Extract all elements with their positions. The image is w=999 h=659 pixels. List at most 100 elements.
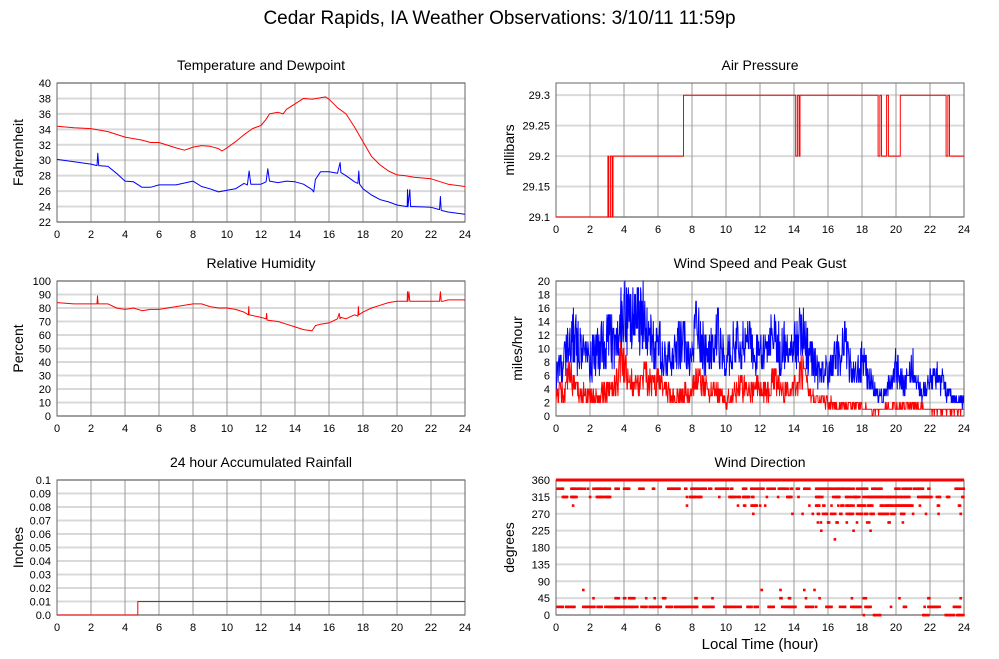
wind-direction-point	[750, 605, 753, 609]
wind-direction-point	[959, 596, 962, 600]
wind-direction-point	[811, 605, 815, 609]
wind-direction-point	[704, 487, 707, 491]
wind-direction-point	[811, 512, 815, 516]
chart-title: Relative Humidity	[207, 255, 316, 271]
x-tick-label: 0	[54, 622, 60, 634]
wind-direction-point	[582, 588, 585, 592]
wind-direction-point	[625, 605, 629, 609]
wind-direction-point	[935, 495, 939, 499]
x-tick-label: 18	[357, 229, 369, 241]
x-tick-label: 16	[323, 622, 335, 634]
wind-direction-point	[840, 605, 844, 609]
wind-direction-point	[762, 487, 765, 491]
wind-direction-point	[946, 613, 950, 617]
wind-direction-point	[794, 605, 797, 609]
wind-direction-point	[735, 495, 738, 499]
wind-direction-point	[837, 504, 840, 507]
y-tick-label: 0.02	[30, 583, 51, 595]
wind-direction-point	[917, 495, 921, 499]
wind-direction-point	[959, 512, 962, 516]
y-tick-label: 16	[538, 303, 550, 315]
wind-direction-point	[736, 605, 739, 609]
wind-direction-point	[818, 596, 821, 600]
wind-direction-point	[730, 487, 734, 491]
wind-direction-point	[783, 605, 787, 609]
wind-direction-point	[699, 495, 703, 499]
wind-direction-point	[712, 605, 715, 609]
wind-direction-point	[803, 588, 806, 592]
x-tick-label: 22	[425, 423, 437, 435]
x-tick-label: 6	[156, 423, 162, 435]
wind-direction-point	[760, 588, 764, 592]
wind-direction-point	[901, 487, 904, 491]
wind-direction-point	[771, 487, 774, 491]
wind-direction-point	[766, 487, 769, 491]
wind-direction-point	[561, 487, 565, 491]
wind-direction-point	[848, 487, 851, 491]
wind-direction-point	[859, 487, 863, 491]
x-tick-label: 20	[890, 622, 902, 634]
series-line-dewpoint	[57, 152, 465, 215]
wind-direction-point	[790, 495, 793, 499]
wind-direction-point	[856, 487, 860, 491]
x-tick-label: 24	[459, 423, 471, 435]
wind-direction-point	[845, 512, 849, 516]
wind-direction-point	[780, 596, 783, 600]
panel-rainfall: 24 hour Accumulated Rainfall0.00.010.020…	[10, 454, 471, 634]
wind-direction-point	[928, 596, 931, 600]
y-tick-label: 0.03	[30, 570, 51, 582]
wind-direction-point	[833, 512, 837, 516]
wind-direction-point	[878, 613, 882, 617]
y-axis-label: degrees	[501, 522, 517, 573]
x-tick-label: 2	[587, 224, 593, 236]
wind-direction-point	[937, 504, 941, 507]
wind-direction-point	[860, 512, 864, 516]
wind-direction-point	[709, 487, 713, 491]
wind-direction-point	[557, 487, 561, 491]
wind-direction-point	[889, 605, 893, 609]
wind-direction-point	[845, 495, 849, 499]
x-tick-label: 6	[156, 622, 162, 634]
panel-relative-humidity: Relative Humidity01020304050607080901000…	[10, 255, 471, 435]
wind-direction-point	[938, 495, 942, 499]
wind-direction-point	[678, 487, 681, 491]
series-line-rainfall	[57, 601, 465, 616]
wind-direction-point	[617, 596, 620, 600]
wind-direction-point	[620, 605, 624, 609]
plot-frame	[555, 82, 965, 218]
wind-direction-point	[928, 487, 931, 491]
x-tick-label: 16	[822, 622, 834, 634]
wind-direction-point	[716, 487, 720, 491]
wind-direction-point	[685, 495, 689, 499]
wind-direction-point	[949, 613, 953, 617]
x-tick-label: 2	[587, 622, 593, 634]
wind-direction-point	[843, 487, 846, 491]
x-tick-label: 12	[255, 229, 267, 241]
wind-direction-point	[831, 487, 835, 491]
wind-direction-point	[905, 487, 908, 491]
wind-direction-point	[820, 529, 823, 533]
wind-direction-point	[779, 588, 782, 592]
x-tick-label: 8	[689, 423, 695, 435]
x-tick-label: 20	[391, 423, 403, 435]
wind-direction-point	[588, 495, 592, 499]
plot-frame	[56, 82, 466, 223]
wind-direction-point	[908, 495, 911, 499]
y-tick-label: 10	[39, 398, 51, 410]
y-tick-label: 29.2	[529, 151, 550, 163]
y-tick-label: 90	[538, 576, 550, 588]
wind-direction-point	[836, 521, 839, 524]
x-tick-label: 18	[357, 622, 369, 634]
wind-direction-point	[893, 495, 897, 499]
wind-direction-point	[575, 495, 578, 499]
wind-direction-point	[875, 613, 879, 617]
y-tick-label: 14	[538, 317, 550, 329]
x-tick-label: 2	[88, 622, 94, 634]
y-tick-label: 0.1	[36, 475, 51, 487]
y-tick-label: 70	[39, 317, 51, 329]
y-tick-label: 34	[39, 124, 51, 136]
wind-direction-point	[772, 605, 775, 609]
wind-direction-point	[904, 605, 908, 609]
y-tick-label: 32	[39, 140, 51, 152]
